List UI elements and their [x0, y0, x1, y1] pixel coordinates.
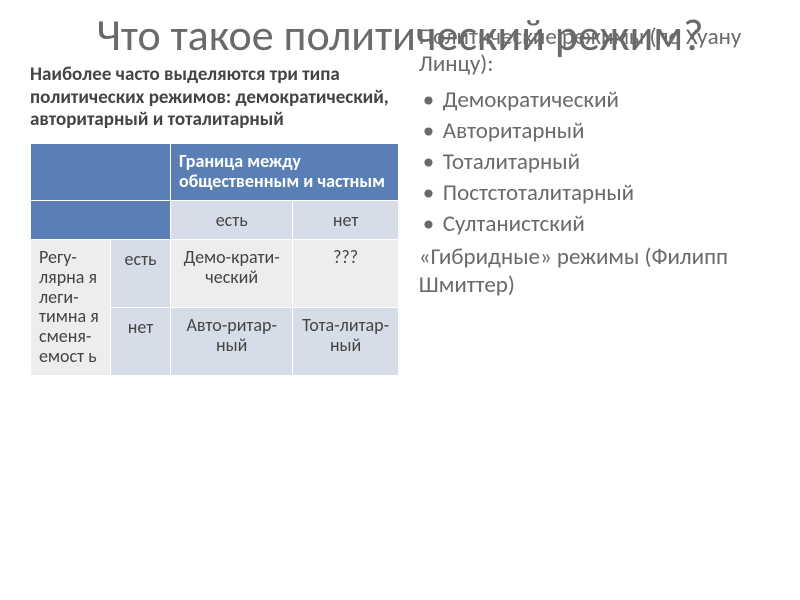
linz-heading: Политические режимы (по Хуану Линцу):	[419, 24, 770, 77]
row-yes: есть	[111, 240, 171, 308]
regime-matrix: Граница между общественным и частным ест…	[30, 143, 399, 375]
row-no: нет	[111, 307, 171, 375]
col-header: Граница между общественным и частным	[171, 144, 399, 201]
list-item: Постстоталитарный	[423, 178, 770, 209]
cell-democratic: Демо-крати-ческий	[171, 240, 293, 308]
hybrid-note: «Гибридные» режимы (Филипп Шмиттер)	[419, 244, 770, 299]
content-columns: Наиболее часто выделяются три типа полит…	[0, 64, 800, 376]
list-item: Демократический	[423, 85, 770, 116]
cell-totalitarian: Тота-литар-ный	[293, 307, 398, 375]
regime-list: Демократический Авторитарный Тоталитарны…	[419, 85, 770, 240]
cell-unknown: ???	[293, 240, 398, 308]
sub-yes: есть	[171, 201, 293, 240]
intro-text: Наиболее часто выделяются три типа полит…	[30, 64, 399, 131]
left-column: Наиболее часто выделяются три типа полит…	[30, 64, 415, 376]
list-item: Султанистский	[423, 209, 770, 240]
list-item: Тоталитарный	[423, 147, 770, 178]
right-column: Политические режимы (по Хуану Линцу): Де…	[415, 64, 770, 376]
list-item: Авторитарный	[423, 116, 770, 147]
row-header: Регу-лярна я леги-тимна я сменя-емост ь	[31, 240, 111, 376]
header-empty-2	[31, 201, 171, 240]
sub-no: нет	[293, 201, 398, 240]
header-empty	[31, 144, 171, 201]
cell-authoritarian: Авто-ритар-ный	[171, 307, 293, 375]
